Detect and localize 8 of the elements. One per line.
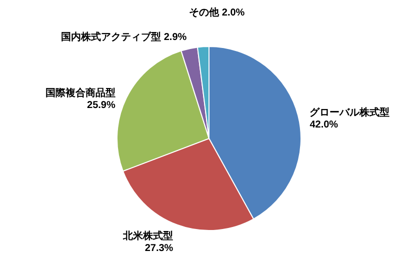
- slice-label: その他 2.0%: [189, 6, 245, 19]
- slice-label: 北米株式型: [122, 230, 174, 242]
- slice-label: 国際複合商品型: [45, 87, 116, 100]
- slice-label: 国内株式アクティブ型 2.9%: [61, 30, 187, 43]
- slice-label: グローバル株式型: [310, 106, 390, 119]
- data-label: 27.3%: [144, 243, 174, 254]
- data-label: 42.0%: [310, 120, 338, 131]
- data-label: 25.9%: [87, 100, 116, 112]
